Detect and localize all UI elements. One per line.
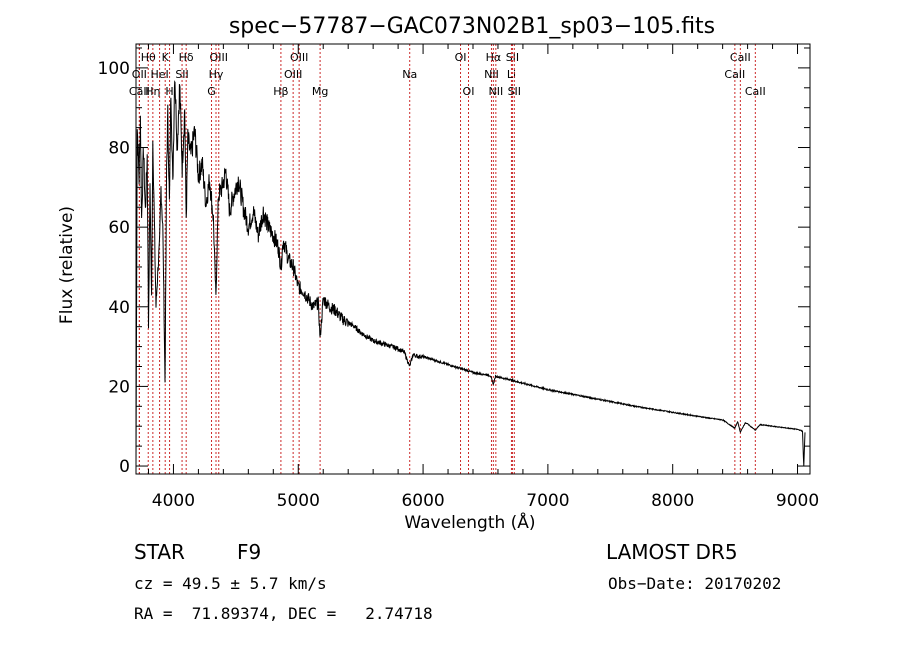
y-tick-label: 80 bbox=[108, 139, 130, 159]
marker-label: OI bbox=[455, 51, 467, 64]
observation-date: Obs−Date: 20170202 bbox=[608, 574, 782, 593]
marker-label: OI bbox=[463, 85, 475, 98]
y-tick-label: 100 bbox=[98, 59, 130, 79]
marker-label: SII bbox=[506, 51, 519, 64]
marker-label: Hγ bbox=[209, 68, 224, 81]
marker-label: K bbox=[162, 51, 170, 64]
survey-name: LAMOST DR5 bbox=[606, 540, 738, 564]
marker-label: CaII bbox=[129, 85, 150, 98]
y-tick-label: 20 bbox=[108, 377, 130, 397]
marker-label: OIII bbox=[284, 68, 302, 81]
marker-label: NII bbox=[484, 68, 499, 81]
y-tick-label: 40 bbox=[108, 298, 130, 318]
x-tick-label: 9000 bbox=[776, 491, 819, 511]
marker-label: Li bbox=[507, 68, 516, 81]
marker-label: G bbox=[207, 85, 216, 98]
x-tick-label: 6000 bbox=[401, 491, 444, 511]
marker-label: H bbox=[165, 85, 173, 98]
marker-label: CaII bbox=[745, 85, 766, 98]
x-axis-label: Wavelength (Å) bbox=[404, 511, 535, 533]
marker-label: CaII bbox=[730, 51, 751, 64]
y-axis-ticks: 0 20 40 60 80 100 bbox=[98, 47, 810, 477]
marker-label: Hη bbox=[145, 85, 160, 98]
object-class: STAR bbox=[134, 540, 185, 564]
y-axis-label: Flux (relative) bbox=[57, 206, 77, 324]
x-tick-label: 8000 bbox=[651, 491, 694, 511]
spectrum-line bbox=[135, 80, 806, 467]
marker-label: Hδ bbox=[179, 51, 194, 64]
x-axis-ticks: 4000 5000 6000 7000 8000 9000 bbox=[147, 44, 819, 511]
redshift-velocity: cz = 49.5 ± 5.7 km/s bbox=[134, 574, 327, 593]
x-tick-label: 7000 bbox=[526, 491, 569, 511]
marker-label: HeI bbox=[150, 68, 168, 81]
marker-label: Hθ bbox=[141, 51, 156, 64]
marker-label: OIII bbox=[290, 51, 308, 64]
y-tick-label: 0 bbox=[119, 457, 130, 477]
x-tick-label: 4000 bbox=[152, 491, 195, 511]
object-subclass: F9 bbox=[237, 540, 262, 564]
coordinates: RA = 71.89374, DEC = 2.74718 bbox=[134, 604, 433, 623]
marker-label: CaII bbox=[724, 68, 745, 81]
marker-label: Na bbox=[402, 68, 417, 81]
marker-label: NII bbox=[488, 85, 503, 98]
x-tick-label: 5000 bbox=[277, 491, 320, 511]
marker-label: Hα bbox=[486, 51, 502, 64]
chart-title: spec−57787−GAC073N02B1_sp03−105.fits bbox=[229, 14, 715, 39]
plot-frame bbox=[135, 43, 811, 475]
marker-label: OIII bbox=[210, 51, 228, 64]
marker-label: SII bbox=[508, 85, 521, 98]
marker-label: SII bbox=[175, 68, 188, 81]
marker-label: Mg bbox=[312, 85, 328, 98]
y-tick-label: 60 bbox=[108, 218, 130, 238]
marker-label: Hβ bbox=[273, 85, 288, 98]
